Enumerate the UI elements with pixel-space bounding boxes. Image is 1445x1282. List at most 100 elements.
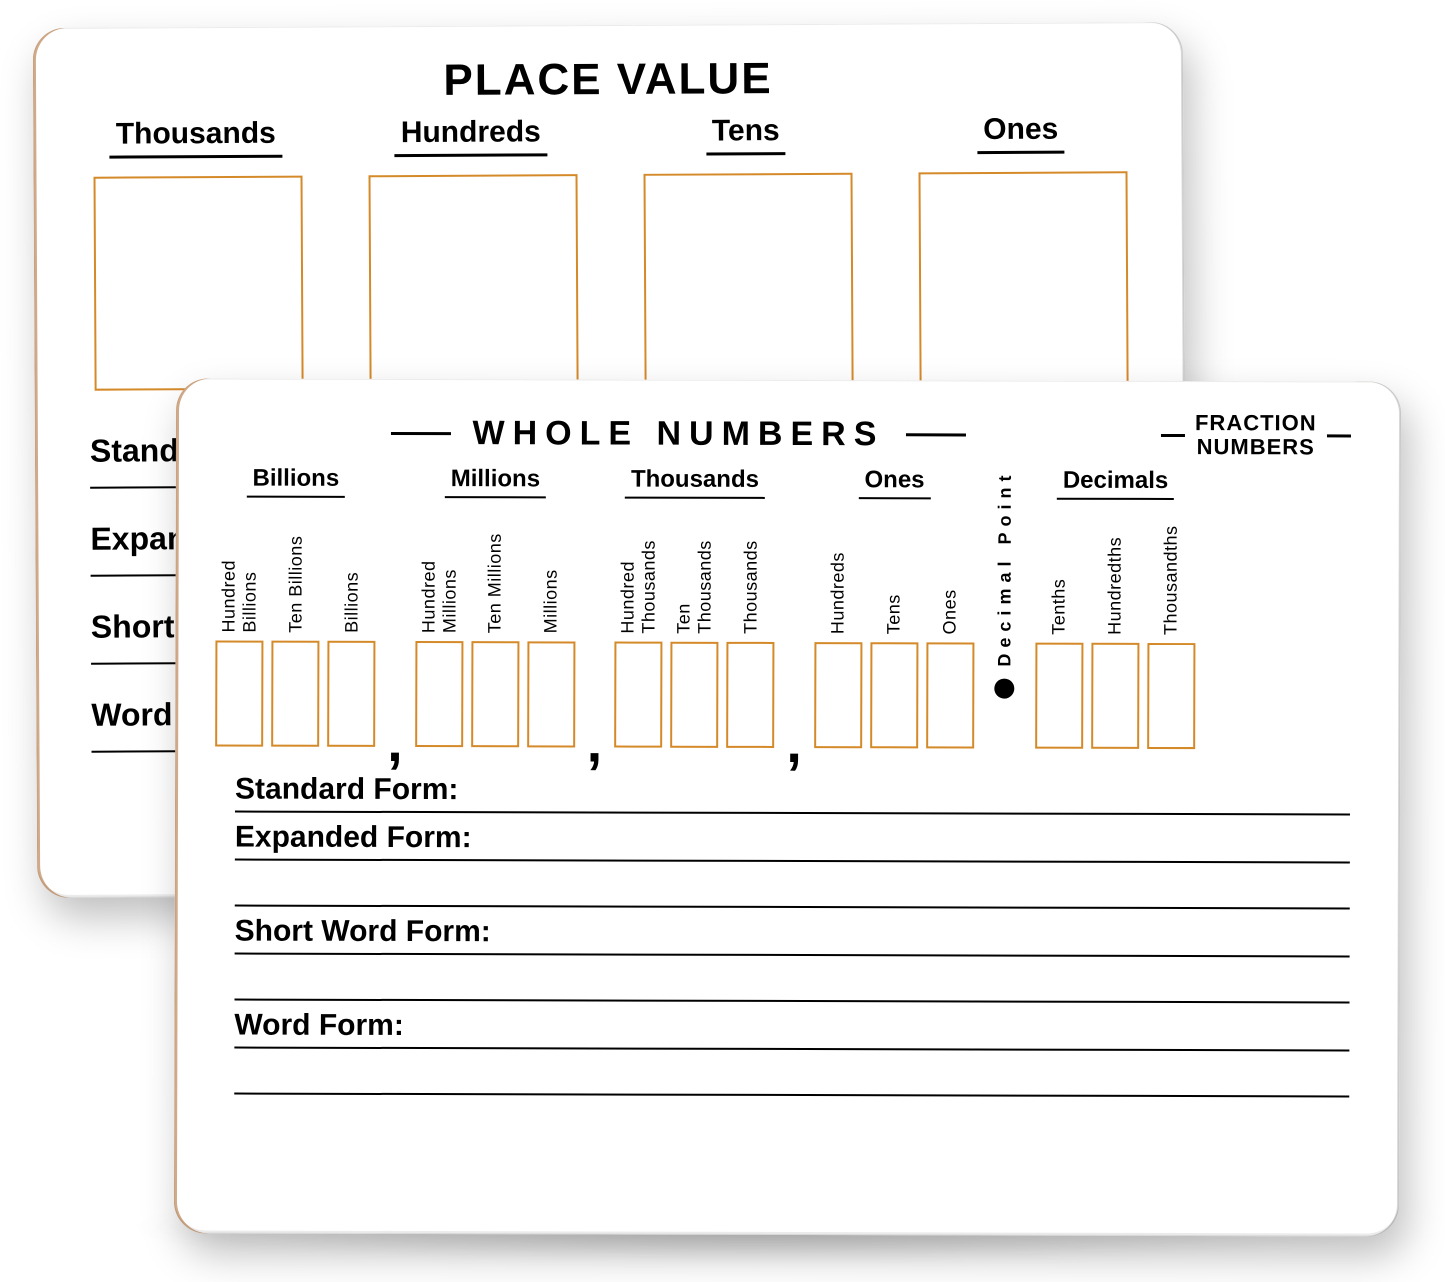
form-label: Standard Form: <box>235 773 458 812</box>
cell-label: Ones <box>940 510 961 635</box>
digit-box[interactable] <box>471 642 519 748</box>
thousands-separator: , <box>784 732 804 754</box>
cell-label: Hundred Millions <box>418 508 460 633</box>
cell-tens: Tens <box>870 510 919 749</box>
cell-thousandths: Thousandths <box>1147 510 1196 749</box>
digit-box[interactable] <box>327 641 375 747</box>
thousands-separator: , <box>385 731 405 753</box>
digit-box[interactable] <box>1091 643 1139 749</box>
whole-numbers-groups: Billions Hundred Billions Ten Billions Bill… <box>175 457 1401 750</box>
pv-box-hundreds[interactable] <box>369 174 579 389</box>
digit-box[interactable] <box>415 641 463 747</box>
cell-label: Tens <box>884 510 905 635</box>
form-line-expanded-form[interactable]: Expanded Form: <box>235 813 1350 864</box>
group-cells: Hundreds Tens Ones <box>814 509 975 748</box>
digit-box[interactable] <box>870 643 918 749</box>
whole-numbers-header: WHOLE NUMBERS FRACTION NUMBERS <box>176 378 1401 460</box>
digit-box[interactable] <box>814 642 862 748</box>
decimal-point-label: Decimal Point <box>994 467 1016 667</box>
pv-col-thousands: Thousands <box>93 117 299 391</box>
thousands-separator: , <box>585 731 605 753</box>
cell-hundred-billions: Hundred Billions <box>215 508 264 747</box>
cell-label: Thousandths <box>1161 510 1182 635</box>
form-line-blank[interactable] <box>234 955 1349 1004</box>
cell-label: Hundreds <box>828 509 849 634</box>
pv-label-hundreds: Hundreds <box>395 115 547 157</box>
pv-col-tens: Tens <box>643 114 849 388</box>
rule-left <box>391 432 451 435</box>
digit-box[interactable] <box>271 641 319 747</box>
fraction-title-line1: FRACTION <box>1195 411 1317 436</box>
form-label: Expanded Form: <box>235 821 472 860</box>
group-millions: Millions Hundred Millions Ten Millions Mill… <box>415 465 576 747</box>
digit-box[interactable] <box>1035 643 1083 749</box>
group-label: Millions <box>445 465 546 498</box>
rule-left-small <box>1161 434 1185 437</box>
group-label: Decimals <box>1057 467 1174 500</box>
cell-ten-billions: Ten Billions <box>271 508 320 747</box>
decimal-point-dot <box>994 679 1014 699</box>
pv-box-tens[interactable] <box>644 173 854 388</box>
place-value-title: PLACE VALUE <box>33 52 1183 108</box>
cell-thousands: Thousands <box>726 509 775 748</box>
cell-ten-thousands: Ten Thousands <box>670 509 719 748</box>
cell-ten-millions: Ten Millions <box>471 509 520 748</box>
form-label: Short Word Form: <box>235 915 491 954</box>
digit-box[interactable] <box>527 642 575 748</box>
fraction-title-line2: NUMBERS <box>1195 435 1317 460</box>
rule-right <box>906 433 966 436</box>
pv-col-hundreds: Hundreds <box>368 115 574 389</box>
digit-box[interactable] <box>614 642 662 748</box>
cell-millions: Millions <box>527 509 576 748</box>
digit-box[interactable] <box>670 642 718 748</box>
group-decimals: Decimals Tenths Hundredths Thousandths <box>1035 467 1196 749</box>
group-cells: Hundred Thousands Ten Thousands Thousands <box>614 509 775 748</box>
form-line-blank[interactable] <box>234 1049 1349 1098</box>
group-cells: Hundred Millions Ten Millions Millions <box>415 508 576 747</box>
rule-right-small <box>1327 434 1351 437</box>
fraction-numbers-header: FRACTION NUMBERS <box>1161 411 1361 460</box>
pv-label-ones: Ones <box>977 113 1064 154</box>
cell-tenths: Tenths <box>1035 510 1084 749</box>
whole-numbers-title: WHOLE NUMBERS <box>472 414 884 454</box>
whole-numbers-forms: Standard Form: Expanded Form: Short Word F… <box>174 747 1400 1098</box>
cell-label: Hundred Thousands <box>618 509 660 634</box>
group-ones: Ones Hundreds Tens Ones <box>814 466 975 748</box>
form-label: Word Form: <box>234 1009 404 1047</box>
whole-numbers-board: WHOLE NUMBERS FRACTION NUMBERS BillionsH… <box>174 378 1401 1236</box>
cell-label: Tenths <box>1049 510 1070 635</box>
pv-box-ones[interactable] <box>918 171 1128 386</box>
cell-billions: Billions <box>327 508 376 747</box>
cell-label: Ten Thousands <box>674 509 716 634</box>
cell-label: Hundred Billions <box>218 508 260 633</box>
pv-label-thousands: Thousands <box>110 117 282 159</box>
digit-box[interactable] <box>1147 643 1195 749</box>
group-label: Thousands <box>625 466 765 499</box>
form-line-blank[interactable] <box>235 861 1350 910</box>
cell-label: Ten Millions <box>485 509 506 634</box>
cell-hundreds: Hundreds <box>814 509 863 748</box>
decimal-point-column: Decimal Point <box>994 467 1016 699</box>
pv-label-tens: Tens <box>706 114 786 155</box>
group-label: Billions <box>246 465 345 498</box>
cell-label: Thousands <box>740 509 761 634</box>
digit-box[interactable] <box>215 641 263 747</box>
group-thousands: Thousands Hundred Thousands Ten Thousands T… <box>614 466 775 748</box>
cell-hundredths: Hundredths <box>1091 510 1140 749</box>
place-value-columns: Thousands Hundreds Tens Ones <box>33 102 1184 391</box>
cell-hundred-thousands: Hundred Thousands <box>614 509 663 748</box>
group-cells: Hundred Billions Ten Billions Billions <box>215 508 376 747</box>
cell-hundred-millions: Hundred Millions <box>415 508 464 747</box>
cell-label: Ten Billions <box>285 508 306 633</box>
form-line-short-word-form[interactable]: Short Word Form: <box>235 907 1350 958</box>
group-label: Ones <box>858 467 930 500</box>
cell-label: Millions <box>541 509 562 634</box>
pv-box-thousands[interactable] <box>94 176 304 391</box>
pv-col-ones: Ones <box>918 112 1124 386</box>
digit-box[interactable] <box>926 643 974 749</box>
form-line-word-form[interactable]: Word Form: <box>234 1001 1349 1052</box>
cell-label: Billions <box>341 508 362 633</box>
group-cells: Tenths Hundredths Thousandths <box>1035 510 1196 749</box>
digit-box[interactable] <box>726 642 774 748</box>
group-billions: Billions Hundred Billions Ten Billions Bill… <box>215 465 376 747</box>
